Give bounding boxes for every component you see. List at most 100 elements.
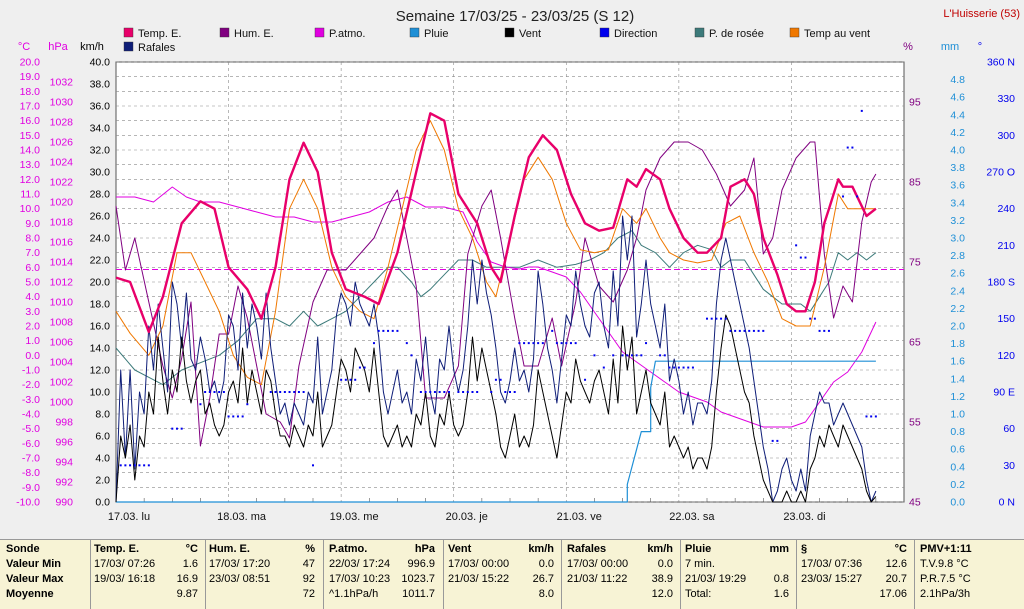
press-tick-label: 1020 — [50, 197, 74, 209]
direction-point — [175, 427, 178, 430]
legend-label-rafales: Rafales — [138, 42, 176, 54]
legend-label-rosee: P. de rosée — [709, 28, 764, 40]
direction-point — [691, 366, 694, 369]
direction-point — [213, 391, 216, 393]
temp-tick-label: 3.0 — [25, 306, 40, 318]
stats-vent-avg: 8.0 — [538, 588, 554, 600]
rain-tick-label: 0.0 — [950, 497, 965, 509]
stats-vent-unit: km/h — [528, 543, 554, 555]
direction-point — [645, 342, 648, 345]
temp-tick-label: -3.0 — [22, 394, 40, 406]
direction-point — [504, 391, 507, 393]
press-tick-label: 994 — [55, 457, 73, 469]
direction-point — [293, 391, 296, 393]
dir-tick-label: 180 S — [988, 277, 1015, 289]
temp-tick-label: -1.0 — [22, 365, 40, 377]
hum-tick-label: 55 — [909, 417, 921, 429]
stats-s-min: 12.6 — [885, 558, 907, 570]
legend-label-pluie: Pluie — [424, 28, 448, 40]
rain-tick-label: 3.2 — [950, 215, 965, 227]
direction-point — [490, 391, 493, 393]
wind-tick-label: 36.0 — [90, 101, 111, 113]
stats-temp-max: 16.9 — [176, 573, 198, 585]
dir-tick-label: 330 — [997, 93, 1015, 105]
series-line-hum — [115, 141, 877, 447]
rain-tick-label: 3.4 — [950, 197, 965, 209]
dir-tick-label: 360 N — [987, 57, 1015, 69]
rain-tick-label: 3.8 — [950, 162, 965, 174]
direction-point — [870, 415, 873, 418]
direction-point — [626, 354, 629, 357]
stats-hum-max-date: 23/03/ 08:51 — [209, 573, 271, 585]
dir-tick-label: 120 — [997, 350, 1015, 362]
stats-pluie-max: 0.8 — [773, 573, 789, 585]
stats-pluie-duration: 7 min. — [685, 558, 715, 570]
wind-tick-label: 6.0 — [95, 431, 110, 443]
press-tick-label: 996 — [55, 437, 73, 449]
direction-point — [668, 366, 671, 369]
stats-col-rafales: Rafales km/h 17/03/ 00:00 0.0 21/03/ 11:22… — [567, 540, 677, 609]
stats-s-unit: °C — [894, 543, 907, 555]
direction-point — [218, 391, 221, 393]
direction-point — [274, 391, 277, 393]
direction-point — [555, 342, 558, 345]
rain-tick-label: 4.6 — [950, 92, 965, 104]
direction-point — [851, 146, 854, 149]
press-tick-label: 1010 — [50, 297, 74, 309]
stats-patmo-min-date: 22/03/ 17:24 — [329, 558, 391, 570]
dir-tick-label: 90 E — [993, 387, 1015, 399]
series-line-vent — [115, 314, 877, 503]
temp-tick-label: 14.0 — [20, 145, 41, 157]
wind-tick-label: 24.0 — [90, 233, 111, 245]
axis-unit-label: km/h — [80, 41, 104, 53]
direction-point — [635, 354, 638, 357]
wind-tick-label: 10.0 — [90, 387, 111, 399]
direction-point — [677, 366, 680, 369]
legend-swatch-vent — [504, 27, 515, 38]
direction-point — [743, 329, 746, 332]
direction-point — [494, 378, 497, 381]
rain-tick-label: 1.8 — [950, 338, 965, 350]
stats-temp-header: Temp. E. — [94, 543, 140, 555]
direction-point — [387, 329, 390, 332]
direction-point — [513, 391, 516, 393]
direction-point — [124, 464, 127, 467]
temp-tick-label: 10.0 — [20, 203, 41, 215]
rain-tick-label: 2.8 — [950, 250, 965, 262]
rain-tick-label: 4.8 — [950, 74, 965, 86]
stats-hum-max: 92 — [302, 573, 315, 585]
wind-tick-label: 34.0 — [90, 123, 111, 135]
direction-point — [269, 391, 272, 393]
direction-point — [593, 354, 596, 357]
stats-s-header: § — [801, 543, 808, 555]
direction-point — [874, 415, 877, 418]
stats-patmo-max-date: 17/03/ 10:23 — [329, 573, 391, 585]
direction-point — [602, 366, 605, 369]
rain-tick-label: 0.4 — [950, 461, 965, 473]
direction-point — [429, 391, 432, 393]
direction-point — [823, 329, 826, 332]
temp-tick-label: 19.0 — [20, 71, 41, 83]
press-tick-label: 1002 — [50, 377, 74, 389]
stats-col-hum: Hum. E.% 17/03/ 17:20 47 23/03/ 08:51 92 7… — [209, 540, 319, 609]
press-tick-label: 998 — [55, 417, 73, 429]
press-tick-label: 1012 — [50, 277, 74, 289]
direction-point — [236, 415, 239, 418]
rain-tick-label: 4.2 — [950, 127, 965, 139]
direction-point — [448, 391, 451, 393]
axis-unit-label: °C — [18, 41, 30, 53]
press-tick-label: 1024 — [50, 157, 74, 169]
axis-unit-label: mm — [941, 41, 959, 53]
direction-point — [283, 391, 286, 393]
direction-point — [706, 317, 708, 320]
direction-point — [119, 464, 122, 467]
direction-point — [438, 391, 441, 393]
hum-tick-label: 95 — [909, 97, 921, 109]
direction-point — [818, 329, 821, 332]
direction-point — [340, 378, 343, 381]
rain-tick-label: 0.6 — [950, 444, 965, 456]
stats-panel: Sonde Valeur Min Valeur Max Moyenne Temp… — [0, 539, 1024, 609]
wind-tick-label: 30.0 — [90, 167, 111, 179]
stats-temp-avg: 9.87 — [176, 588, 198, 600]
axis-unit-label: ° — [978, 41, 982, 53]
